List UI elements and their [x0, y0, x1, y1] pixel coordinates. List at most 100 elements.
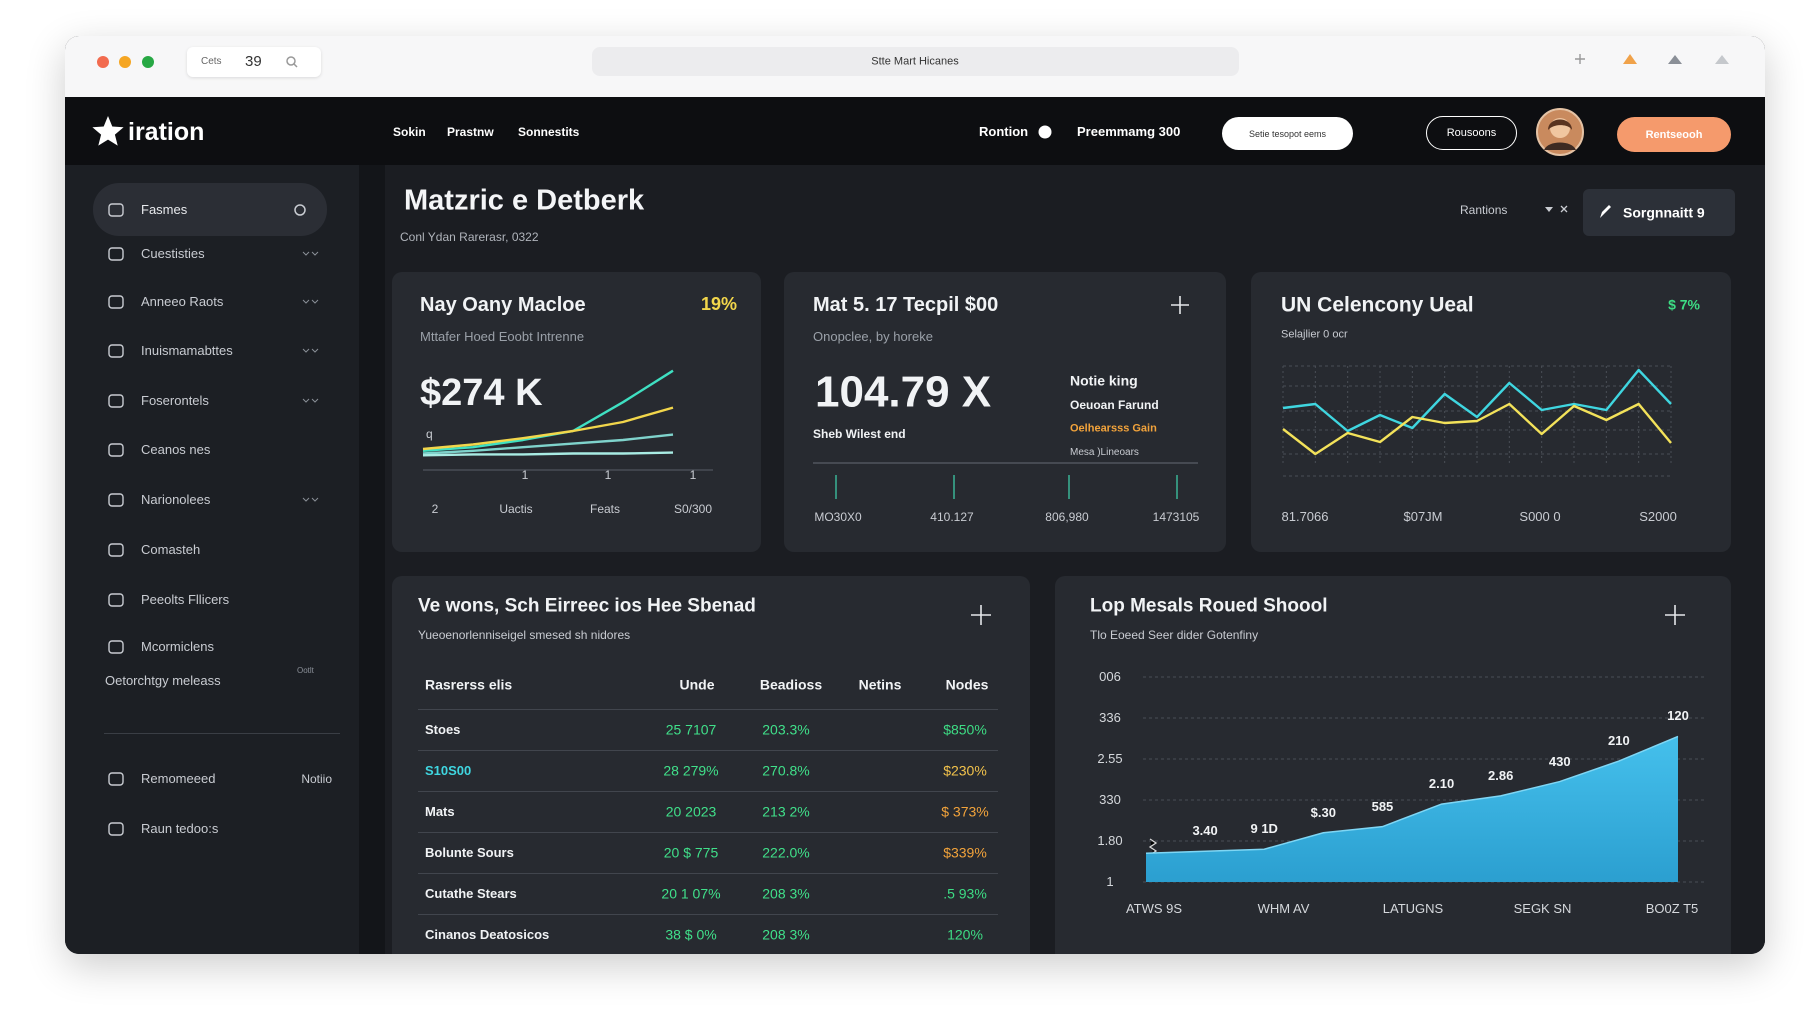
chevron: [302, 398, 319, 403]
toggle[interactable]: [1037, 124, 1053, 140]
card-value: 104.79 X: [815, 367, 992, 417]
nav-hint: Notiio: [301, 771, 332, 786]
plan-label: Preemmamg 300: [1077, 124, 1181, 140]
icon-shape: [108, 247, 124, 261]
area: [1146, 736, 1678, 882]
x-label: 2: [431, 501, 439, 516]
add-button[interactable]: [970, 604, 992, 626]
card-title: Lop Mesals Roued Shoool: [1090, 595, 1328, 617]
x-label: MO30X0: [814, 509, 862, 524]
search-pill[interactable]: Setie tesopot eems: [1222, 117, 1353, 150]
nav-link[interactable]: Sokin: [393, 124, 426, 139]
tab-label: Cets: [201, 56, 222, 67]
icon-shape: [108, 640, 124, 654]
x-label: S000 0: [1519, 509, 1561, 525]
add-button[interactable]: [1664, 604, 1686, 626]
primary-button[interactable]: Rentseooh: [1617, 117, 1731, 152]
avatar[interactable]: [1536, 108, 1584, 156]
x-label: Uactis: [499, 501, 533, 516]
action-button[interactable]: Sorgnnaitt 9: [1583, 189, 1735, 236]
cell: $230%: [943, 762, 987, 779]
section-label: Oetorchtgy meleass: [105, 673, 221, 689]
url-bar[interactable]: Stte Mart Hicanes: [592, 47, 1239, 76]
card-subtitle: Yueoenorlenniseigel smesed sh nidores: [418, 627, 631, 642]
chevron: [302, 251, 319, 256]
nav-icon: [108, 344, 124, 358]
section-hint: Ootlt: [297, 666, 314, 676]
nav-item[interactable]: Cuestisties: [141, 246, 205, 262]
nav-item[interactable]: Fasmes: [141, 202, 188, 218]
line-chart: [422, 369, 713, 471]
x-label: WHM AV: [1257, 901, 1310, 917]
browser-icons[interactable]: [1565, 44, 1745, 80]
nav-item[interactable]: Remomeeed: [141, 771, 216, 787]
logo-text[interactable]: iration: [128, 118, 205, 146]
y-tick-label: 2.55: [1097, 751, 1123, 767]
nav-icon: [108, 543, 124, 557]
card-badge: $ 7%: [1668, 296, 1700, 313]
nav-icon: [108, 640, 124, 654]
nav-icon: [108, 493, 124, 507]
x-label: LATUGNS: [1382, 901, 1444, 917]
column-header: Nodes: [945, 676, 989, 693]
card-subtitle: Selajlier 0 ocr: [1281, 328, 1348, 341]
point-label: 9 1D: [1250, 821, 1278, 837]
logo-icon: [92, 116, 124, 146]
cell: 270.8%: [762, 762, 810, 779]
x-label: BO0Z T5: [1645, 901, 1699, 917]
nav-item[interactable]: Anneeo Raots: [141, 294, 224, 310]
chevron-shape: [302, 348, 319, 353]
y-tick-label: 006: [1099, 669, 1121, 685]
nav-item[interactable]: Peeolts Fllicers: [141, 592, 230, 608]
point-label: 2.86: [1488, 768, 1514, 784]
point-label: 430: [1548, 753, 1571, 769]
row-divider: [418, 709, 998, 710]
card-value: $274 K: [420, 372, 543, 415]
metric-card: Mat 5. 17 Tecpil $00 Onopclee, by horeke…: [784, 272, 1226, 552]
window-controls[interactable]: [65, 36, 185, 97]
icon-shape: [108, 344, 124, 358]
tab-number: 39: [245, 53, 262, 70]
add-button[interactable]: [1170, 295, 1190, 315]
filter-icons[interactable]: [1543, 203, 1573, 217]
chevron-shape: [302, 251, 319, 256]
tab[interactable]: Cets 39: [187, 47, 321, 77]
nav-icon: [108, 772, 124, 786]
y-tick-label: 1.80: [1097, 833, 1123, 849]
baseline-marks: [813, 462, 1198, 499]
nav-item[interactable]: Comasteh: [141, 542, 201, 558]
nav-item[interactable]: Inuismamabttes: [141, 343, 233, 359]
cell: 25 7107: [665, 721, 717, 738]
card-subtitle: Tlo Eoeed Seer dider Gotenfiny: [1090, 627, 1259, 642]
nav-link[interactable]: Prastnw: [447, 124, 494, 139]
divider: [104, 733, 340, 734]
search-icon: [286, 56, 298, 68]
chevron-shape: [302, 398, 319, 403]
filter[interactable]: Rantions: [1460, 202, 1508, 217]
nav-item[interactable]: Foserontels: [141, 393, 209, 409]
cell: 208 3%: [762, 926, 810, 943]
top-nav: iration Sokin Prastnw Sonnestits Rontion P…: [65, 97, 1765, 165]
row-divider: [418, 791, 998, 792]
series-line: [422, 433, 674, 455]
row-name: Stoes: [425, 722, 461, 738]
nav-item[interactable]: Narionolees: [141, 492, 211, 508]
toggle-label: Rontion: [979, 124, 1029, 140]
x-label: 410.127: [930, 509, 974, 524]
tick-label: 1: [521, 467, 529, 482]
cell: 120%: [947, 926, 983, 943]
card-title: Mat 5. 17 Tecpil $00: [813, 294, 999, 316]
nav-item[interactable]: Mcormiclens: [141, 639, 214, 655]
nav-item[interactable]: Raun tedoo:s: [141, 821, 219, 837]
column-header: Netins: [858, 676, 902, 693]
chevron-shape: [302, 497, 319, 502]
card-title: Nay Oany Macloe: [420, 294, 586, 316]
page-subtitle: Conl Ydan Rarerasr, 0322: [400, 229, 539, 244]
cell: .5 93%: [943, 885, 987, 902]
secondary-button[interactable]: Rousoons: [1426, 116, 1517, 150]
nav-link[interactable]: Sonnestits: [518, 124, 580, 139]
area-line: [1145, 735, 1679, 855]
icon-shape: [108, 772, 124, 786]
nav-item[interactable]: Ceanos nes: [141, 442, 211, 458]
pencil-icon: [1600, 205, 1611, 218]
